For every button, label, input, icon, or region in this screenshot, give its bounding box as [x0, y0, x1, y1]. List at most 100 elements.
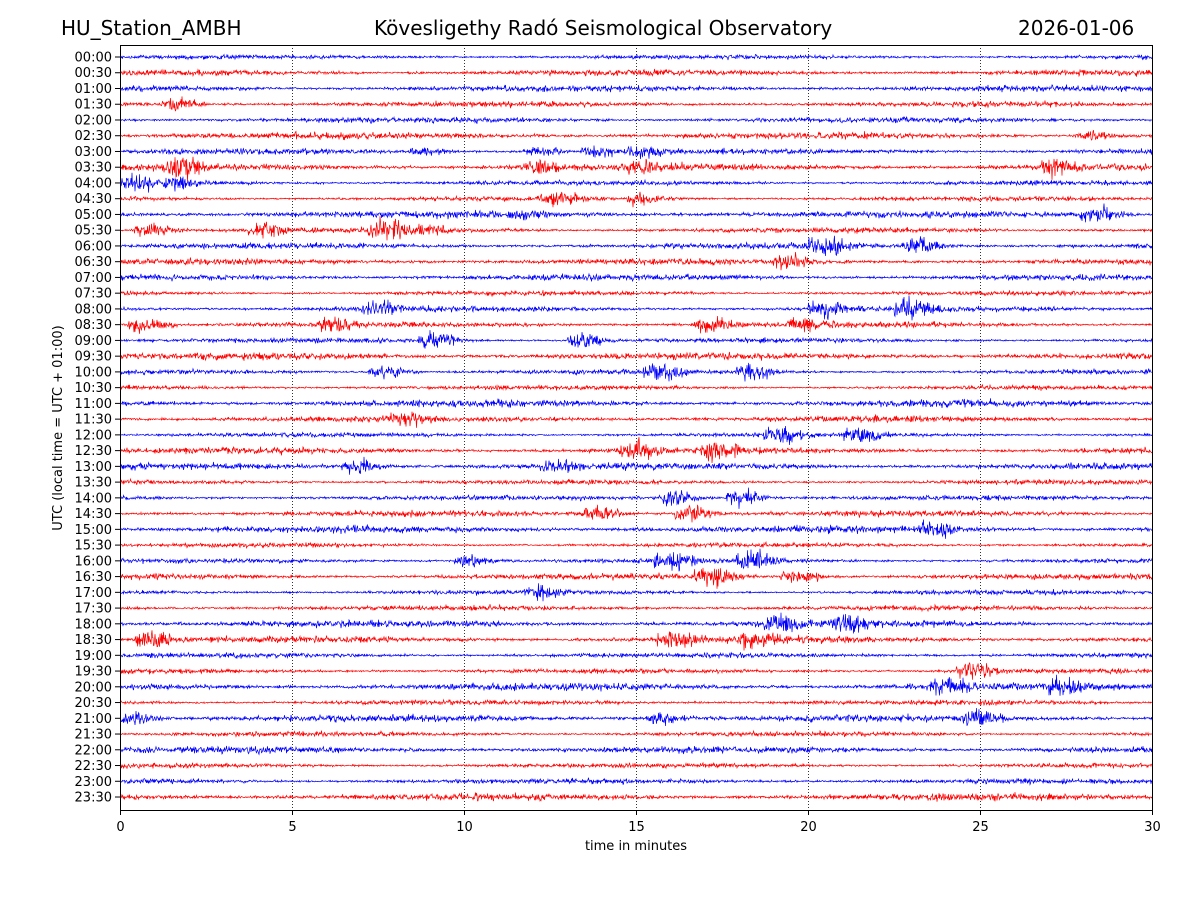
trace-1530: [120, 540, 1153, 550]
y-tick-label: 10:30: [75, 381, 112, 396]
y-tick-label: 07:00: [75, 271, 112, 286]
y-tick-label: 06:00: [75, 239, 112, 254]
trace-1130: [120, 411, 1153, 428]
trace-2000: [120, 674, 1153, 696]
y-tick-label: 04:30: [75, 192, 112, 207]
y-tick-label: 01:30: [75, 98, 112, 113]
trace-2130: [120, 729, 1152, 738]
trace-1400: [120, 487, 1153, 509]
x-tick-label: 0: [116, 820, 124, 835]
y-tick-label: 22:30: [75, 759, 112, 774]
y-tick-label: 06:30: [75, 255, 112, 270]
y-tick-label: 12:00: [75, 428, 112, 443]
trace-1600: [120, 548, 1153, 572]
trace-0730: [120, 289, 1153, 298]
x-tick-label: 30: [1144, 820, 1161, 835]
y-tick-label: 13:00: [75, 460, 112, 475]
y-tick-label: 14:00: [75, 491, 112, 506]
y-tick-label: 08:30: [75, 318, 112, 333]
y-tick-label: 17:30: [75, 602, 112, 617]
trace-0900: [120, 330, 1153, 349]
x-tick-label: 15: [628, 820, 645, 835]
trace-0230: [120, 129, 1153, 141]
plot-frame: [120, 45, 1153, 811]
x-tick-label: 10: [456, 820, 473, 835]
y-tick-label: 19:00: [75, 649, 112, 664]
y-tick-label: 00:30: [75, 66, 112, 81]
trace-0600: [120, 235, 1153, 257]
y-tick-label: 14:30: [75, 507, 112, 522]
trace-0130: [120, 96, 1152, 112]
y-tick-label: 21:00: [75, 712, 112, 727]
trace-1230: [120, 437, 1153, 464]
x-tick-label: 20: [800, 820, 817, 835]
trace-1500: [120, 519, 1153, 539]
y-tick-label: 17:00: [75, 586, 112, 601]
trace-1700: [120, 583, 1153, 602]
y-tick-label: 05:30: [75, 224, 112, 239]
y-tick-label: 23:00: [75, 775, 112, 790]
y-tick-label: 21:30: [75, 728, 112, 743]
y-tick-label: 15:30: [75, 539, 112, 554]
trace-0330: [120, 156, 1153, 182]
trace-1030: [120, 383, 1153, 391]
y-tick-label: 10:00: [75, 365, 112, 380]
x-tick-label: 25: [972, 820, 989, 835]
y-tick-label: 11:00: [75, 397, 112, 412]
trace-0400: [120, 172, 1153, 193]
trace-2100: [120, 707, 1153, 727]
trace-0300: [120, 145, 1153, 160]
trace-0930: [120, 351, 1153, 362]
y-tick-label: 20:00: [75, 680, 112, 695]
trace-1800: [120, 612, 1153, 634]
trace-0530: [120, 216, 1153, 241]
y-tick-label: 19:30: [75, 665, 112, 680]
station-label: HU_Station_AMBH: [61, 16, 242, 40]
y-tick-label: 07:30: [75, 287, 112, 302]
y-tick-label: 15:00: [75, 523, 112, 538]
trace-0000: [120, 53, 1153, 61]
trace-1630: [120, 567, 1153, 589]
y-tick-label: 04:00: [75, 176, 112, 191]
trace-1900: [120, 651, 1153, 660]
trace-1300: [120, 456, 1153, 475]
trace-1730: [120, 603, 1153, 613]
trace-1200: [120, 425, 1153, 446]
trace-0630: [120, 251, 1153, 271]
y-tick-label: 02:30: [75, 129, 112, 144]
y-axis: 00:0000:3001:0001:3002:0002:3003:0003:30…: [75, 51, 120, 806]
trace-2330: [120, 792, 1153, 802]
trace-0700: [120, 272, 1153, 283]
date-label: 2026-01-06: [1018, 16, 1135, 40]
y-tick-label: 11:30: [75, 413, 112, 428]
trace-0430: [120, 191, 1153, 208]
trace-1830: [120, 630, 1153, 651]
trace-0830: [120, 315, 1152, 334]
y-tick-label: 12:30: [75, 444, 112, 459]
trace-1930: [120, 662, 1153, 680]
trace-2200: [120, 745, 1153, 756]
trace-1430: [120, 504, 1153, 523]
x-axis-label: time in minutes: [585, 839, 687, 854]
y-tick-label: 09:30: [75, 350, 112, 365]
trace-0100: [120, 84, 1153, 93]
y-tick-label: 18:30: [75, 633, 112, 648]
x-axis: 0 5 10 15 20 25 30: [116, 810, 1161, 835]
y-tick-label: 02:00: [75, 113, 112, 128]
x-tick-label: 5: [288, 820, 296, 835]
y-tick-label: 13:30: [75, 476, 112, 491]
trace-0030: [120, 68, 1153, 78]
trace-1000: [120, 362, 1153, 382]
y-tick-label: 03:00: [75, 145, 112, 160]
y-tick-label: 00:00: [75, 51, 112, 66]
y-tick-label: 20:30: [75, 696, 112, 711]
y-tick-label: 09:00: [75, 334, 112, 349]
y-tick-label: 08:00: [75, 302, 112, 317]
trace-0200: [120, 116, 1153, 125]
trace-1330: [120, 477, 1153, 487]
y-tick-label: 22:00: [75, 743, 112, 758]
traces: [120, 53, 1153, 802]
y-tick-label: 01:00: [75, 82, 112, 97]
trace-2300: [120, 777, 1153, 786]
